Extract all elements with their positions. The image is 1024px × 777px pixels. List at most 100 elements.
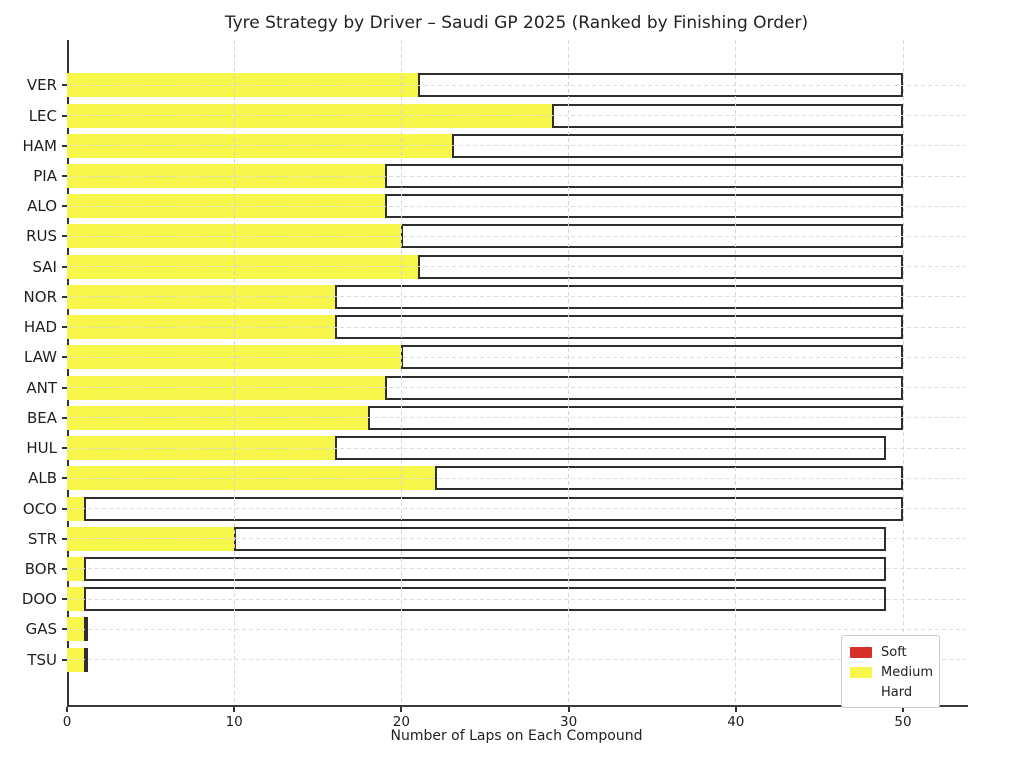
legend-entry-soft: Soft [850,642,931,662]
bar-hard-ANT [384,375,903,400]
chart-title: Tyre Strategy by Driver – Saudi GP 2025 … [224,13,809,33]
bar-medium-OCO [67,496,84,521]
y-tick-label-ALB: ALB [28,469,57,488]
bar-hard-DOO [83,587,887,612]
bar-medium-HAD [67,315,335,340]
y-tick-DOO [62,598,67,601]
y-tick-RUS [62,235,67,238]
bar-hard-HAM [451,133,903,158]
y-tick-GAS [62,628,67,631]
y-tick-label-HAD: HAD [23,318,57,337]
x-tick-label-10: 10 [225,714,243,730]
bar-hard-LAW [401,345,903,370]
y-tick-HAM [62,144,67,147]
bar-medium-BOR [67,556,84,581]
bar-medium-BEA [67,405,368,430]
y-tick-HAD [62,326,67,329]
bar-hard-ALO [384,194,903,219]
legend: Soft Medium Hard [841,635,940,708]
y-tick-TSU [62,658,67,661]
x-tick-10 [233,707,236,712]
bar-medium-DOO [67,587,84,612]
y-tick-label-GAS: GAS [25,620,57,639]
x-tick-label-0: 0 [62,714,72,730]
bar-medium-GAS [67,617,84,642]
bar-hard-TSU [83,647,88,672]
y-tick-ANT [62,386,67,389]
bar-hard-OCO [83,496,903,521]
bar-hard-VER [418,73,903,98]
y-tick-label-DOO: DOO [21,590,57,609]
bar-hard-BEA [367,405,903,430]
bar-hard-LEC [551,103,903,128]
plot-area [67,40,968,707]
y-tick-label-HAM: HAM [22,136,57,155]
y-tick-label-ANT: ANT [26,378,57,397]
bar-hard-PIA [384,164,903,189]
y-tick-ALO [62,205,67,208]
x-tick-20 [400,707,403,712]
x-tick-40 [734,707,737,712]
x-tick-30 [567,707,570,712]
bar-medium-LEC [67,103,552,128]
legend-label-medium: Medium [881,664,933,680]
y-tick-SAI [62,265,67,268]
y-tick-label-PIA: PIA [33,167,57,186]
bar-hard-BOR [83,556,887,581]
y-tick-OCO [62,507,67,510]
bar-hard-STR [234,526,887,551]
y-tick-label-LEC: LEC [28,106,57,125]
y-tick-LEC [62,114,67,117]
bar-medium-ALB [67,466,435,491]
legend-swatch-soft [850,646,872,658]
y-tick-LAW [62,356,67,359]
y-tick-NOR [62,295,67,298]
bar-hard-NOR [334,284,903,309]
bar-medium-HUL [67,436,335,461]
bar-medium-SAI [67,254,419,279]
bar-medium-ALO [67,194,385,219]
bar-medium-RUS [67,224,402,249]
legend-label-soft: Soft [881,644,907,660]
y-tick-label-VER: VER [26,76,57,95]
bar-medium-STR [67,526,235,551]
x-tick-label-40: 40 [727,714,745,730]
x-tick-label-20: 20 [392,714,410,730]
y-tick-BEA [62,416,67,419]
bar-hard-RUS [401,224,903,249]
bar-hard-ALB [434,466,903,491]
y-tick-PIA [62,175,67,178]
bar-medium-HAM [67,133,452,158]
bar-hard-SAI [418,254,903,279]
y-tick-label-SAI: SAI [32,257,58,276]
x-axis-label: Number of Laps on Each Compound [390,728,643,744]
legend-entry-hard: Hard [850,682,931,702]
y-tick-label-STR: STR [27,529,57,548]
y-tick-label-BEA: BEA [26,408,57,427]
y-tick-BOR [62,567,67,570]
legend-swatch-hard [850,686,872,698]
y-tick-label-HUL: HUL [26,439,57,458]
y-tick-label-TSU: TSU [27,650,57,669]
x-tick-0 [66,707,68,712]
bar-medium-ANT [67,375,385,400]
y-tick-label-LAW: LAW [24,348,57,367]
bar-medium-NOR [67,284,335,309]
y-tick-label-NOR: NOR [23,287,57,306]
bar-hard-HUL [334,436,887,461]
y-tick-label-RUS: RUS [26,227,57,246]
y-tick-label-ALO: ALO [27,197,57,216]
bar-hard-HAD [334,315,903,340]
x-tick-50 [902,707,904,712]
legend-label-hard: Hard [881,684,913,700]
legend-entry-medium: Medium [850,662,933,682]
x-tick-label-30: 30 [560,714,578,730]
y-tick-VER [62,84,67,87]
y-tick-ALB [62,477,67,480]
bar-medium-LAW [67,345,402,370]
y-tick-HUL [62,447,67,450]
y-tick-STR [62,537,67,540]
x-tick-label-50: 50 [894,714,912,730]
y-tick-label-OCO: OCO [22,499,57,518]
